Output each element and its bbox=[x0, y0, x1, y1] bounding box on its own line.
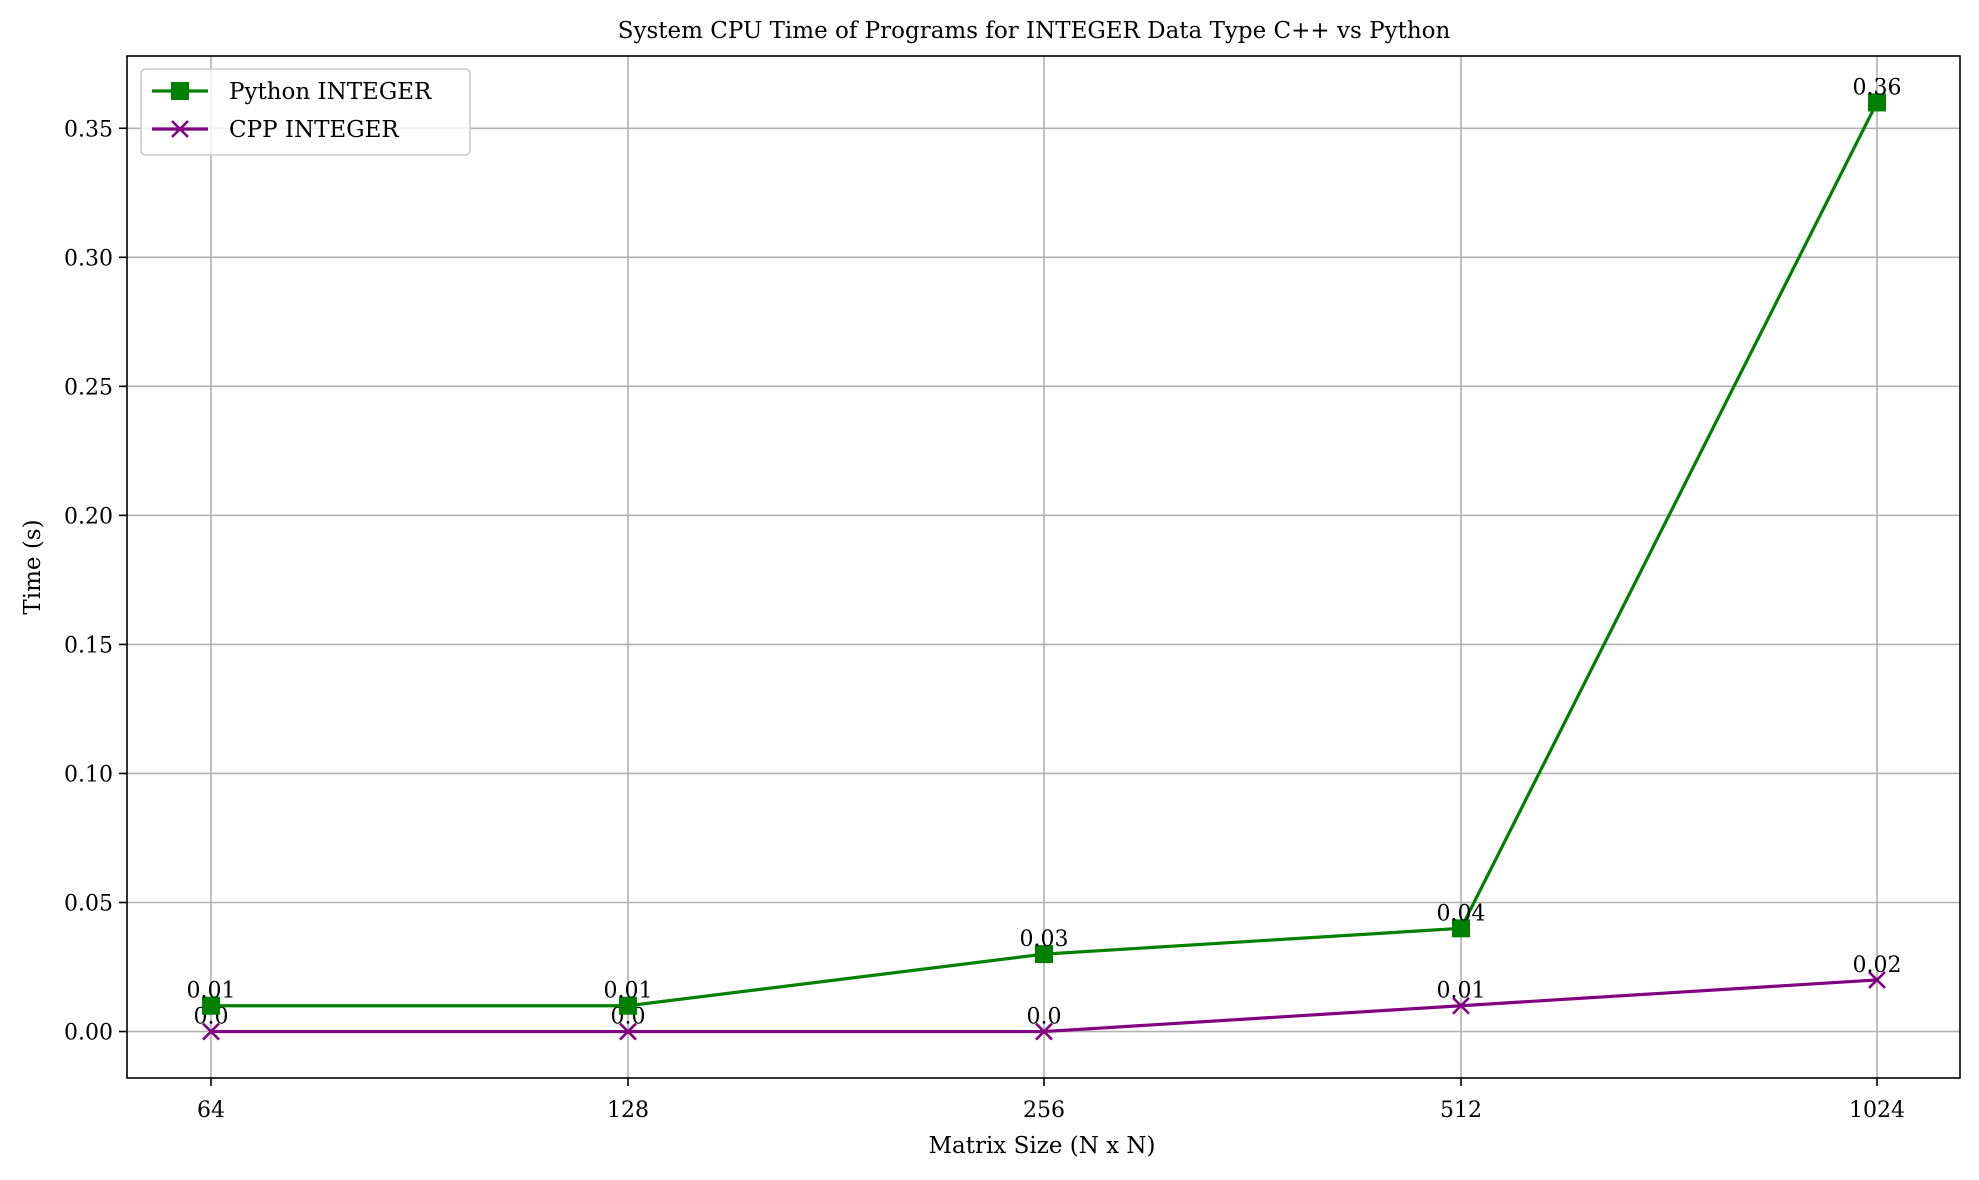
data-point bbox=[619, 1022, 637, 1041]
data-point bbox=[1868, 971, 1886, 989]
legend: Python INTEGER CPP INTEGER bbox=[140, 68, 471, 156]
chart-title: System CPU Time of Programs for INTEGER … bbox=[618, 18, 1451, 44]
y-tick-label: 0.25 bbox=[64, 375, 113, 400]
data-point bbox=[619, 996, 637, 1015]
y-axis: 0.00 0.05 0.10 0.15 0.20 0.25 0.30 0.35 bbox=[64, 117, 127, 1046]
data-label: 0.0 bbox=[1027, 1005, 1062, 1030]
x-tick-label: 512 bbox=[1440, 1098, 1482, 1123]
series-layer: 0.0 0.0 0.00.010.020.01 0.010.030.040.36 bbox=[187, 75, 1902, 1041]
data-point bbox=[202, 996, 220, 1015]
y-tick-label: 0.15 bbox=[64, 633, 113, 658]
y-tick-label: 0.00 bbox=[64, 1021, 113, 1046]
data-point bbox=[1868, 93, 1886, 112]
x-axis: 64 128 256 512 1024 bbox=[197, 1078, 1905, 1123]
y-tick-label: 0.10 bbox=[64, 762, 113, 787]
data-point bbox=[202, 1022, 220, 1041]
legend-marker bbox=[171, 120, 189, 138]
legend-item: CPP INTEGER bbox=[152, 117, 399, 143]
data-point bbox=[1452, 996, 1470, 1015]
legend-label: CPP INTEGER bbox=[229, 117, 399, 143]
x-tick-label: 256 bbox=[1023, 1098, 1065, 1123]
data-label: 0.01 bbox=[1437, 979, 1486, 1004]
data-point bbox=[1452, 919, 1470, 938]
legend-label: Python INTEGER bbox=[229, 79, 432, 105]
data-label: 0.03 bbox=[1020, 927, 1069, 952]
data-point bbox=[1035, 1022, 1053, 1041]
y-tick-label: 0.30 bbox=[64, 246, 113, 271]
series-python-integer: 0.01 0.01 0.03 0.04 0.36 bbox=[187, 75, 1902, 1015]
x-tick-label: 64 bbox=[197, 1098, 225, 1123]
x-tick-label: 128 bbox=[607, 1098, 649, 1123]
series-cpp-integer: 0.0 0.0 0.00.010.02 bbox=[194, 953, 1902, 1041]
data-label: 0.01 bbox=[187, 979, 236, 1004]
data-label: 0.02 bbox=[1853, 953, 1902, 978]
data-label: 0.04 bbox=[1437, 901, 1486, 926]
data-point bbox=[1035, 945, 1053, 964]
y-axis-label: Time (s) bbox=[20, 519, 46, 614]
legend-box bbox=[140, 68, 471, 156]
y-tick-label: 0.20 bbox=[64, 504, 113, 529]
y-tick-label: 0.35 bbox=[64, 117, 113, 142]
legend-item: Python INTEGER bbox=[152, 79, 432, 105]
x-axis-label: Matrix Size (N x N) bbox=[928, 1133, 1155, 1159]
legend-marker bbox=[171, 82, 189, 100]
data-label: 0.01 bbox=[604, 979, 653, 1004]
y-tick-label: 0.05 bbox=[64, 892, 113, 917]
x-tick-label: 1024 bbox=[1849, 1098, 1905, 1123]
data-label: 0.36 bbox=[1853, 75, 1902, 100]
